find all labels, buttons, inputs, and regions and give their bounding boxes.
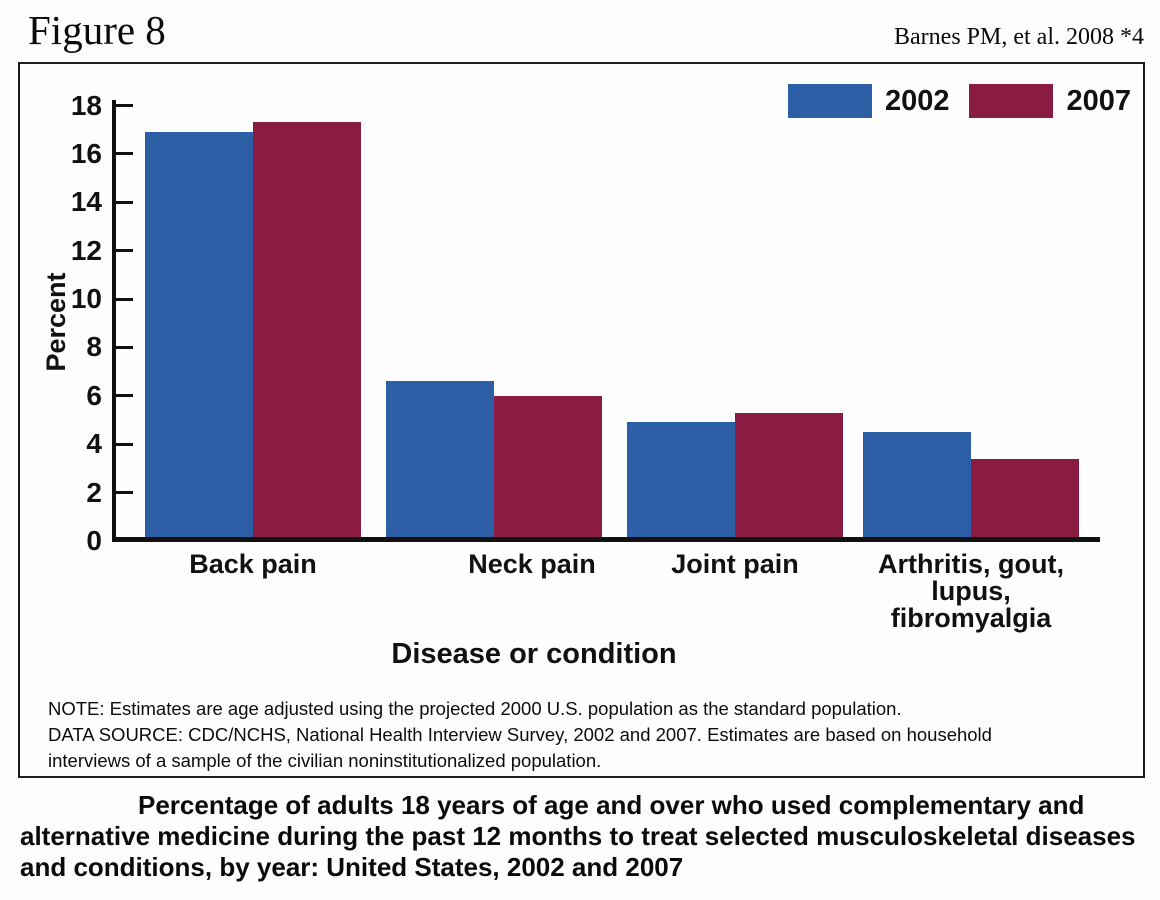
y-tick: [112, 104, 133, 107]
x-axis-title: Disease or condition: [391, 638, 677, 670]
legend-swatch-2007: [969, 84, 1054, 118]
bar-2007-arthritis-gout: [971, 458, 1079, 541]
bar-2002-neck-pain: [386, 381, 494, 541]
y-tick-label: 10: [70, 283, 102, 315]
y-tick-label: 0: [86, 525, 102, 556]
chart-legend: 2002 2007: [787, 84, 1131, 118]
y-tick-label: 6: [86, 379, 102, 411]
legend-swatch-2002: [787, 84, 872, 118]
y-tick-label: 12: [70, 234, 102, 266]
figure-source: Barnes PM, et al. 2008 *4: [894, 24, 1144, 50]
legend-item-2007: 2007: [969, 84, 1131, 118]
bar-2007-joint-pain: [735, 412, 843, 541]
legend-item-2002: 2002: [787, 84, 950, 118]
y-tick-label: 4: [86, 428, 102, 460]
bar-2002-joint-pain: [627, 422, 735, 541]
legend-label-2007: 2007: [1066, 84, 1131, 117]
y-tick: [112, 200, 133, 204]
figure-caption: Percentage of adults 18 years of age and…: [20, 790, 1148, 883]
y-tick-label: 16: [70, 137, 102, 169]
note-line-2: DATA SOURCE: CDC/NCHS, National Health I…: [48, 724, 992, 745]
caption-line-3: and conditions, by year: United States, …: [20, 852, 684, 882]
y-tick: [112, 249, 133, 253]
bar-2002-arthritis-gout: [863, 432, 971, 541]
category-label-arthritis-gout: Arthritis, gout, lupus, fibromyalgia: [878, 549, 1064, 633]
category-label-back-pain: Back pain: [189, 549, 317, 579]
category-label-neck-pain: Neck pain: [468, 549, 596, 579]
y-axis-title: Percent: [41, 272, 71, 372]
y-axis-line: [112, 100, 116, 541]
bar-2007-neck-pain: [494, 395, 602, 541]
y-tick: [112, 152, 133, 156]
figure-label: Figure 8: [28, 7, 166, 53]
legend-label-2002: 2002: [884, 84, 950, 117]
y-tick: [112, 491, 133, 495]
y-tick: [112, 394, 133, 398]
y-tick-label: 2: [86, 476, 102, 508]
caption-line-1: Percentage of adults 18 years of age and…: [138, 790, 1085, 820]
bar-2002-back-pain: [145, 132, 253, 541]
y-tick: [112, 442, 133, 446]
chart-notes: NOTE: Estimates are age adjusted using t…: [48, 696, 992, 774]
y-tick: [112, 345, 133, 349]
y-tick: [112, 297, 133, 301]
chart-frame: 2002 2007 0 2 4 6 8 10 12 14 16 18 Percent Back pa…: [18, 62, 1145, 778]
bar-2007-back-pain: [253, 122, 361, 541]
caption-line-2: alternative medicine during the past 12 …: [20, 821, 1136, 851]
y-tick-label: 8: [86, 331, 102, 363]
category-label-joint-pain: Joint pain: [671, 549, 799, 579]
plot-area: 0 2 4 6 8 10 12 14 16 18: [20, 64, 1145, 556]
y-tick-label: 14: [70, 186, 102, 218]
y-tick-label: 18: [70, 89, 102, 121]
x-axis-line: [112, 537, 1100, 542]
note-line-1: NOTE: Estimates are age adjusted using t…: [48, 698, 902, 719]
note-line-3: interviews of a sample of the civilian n…: [48, 750, 602, 771]
